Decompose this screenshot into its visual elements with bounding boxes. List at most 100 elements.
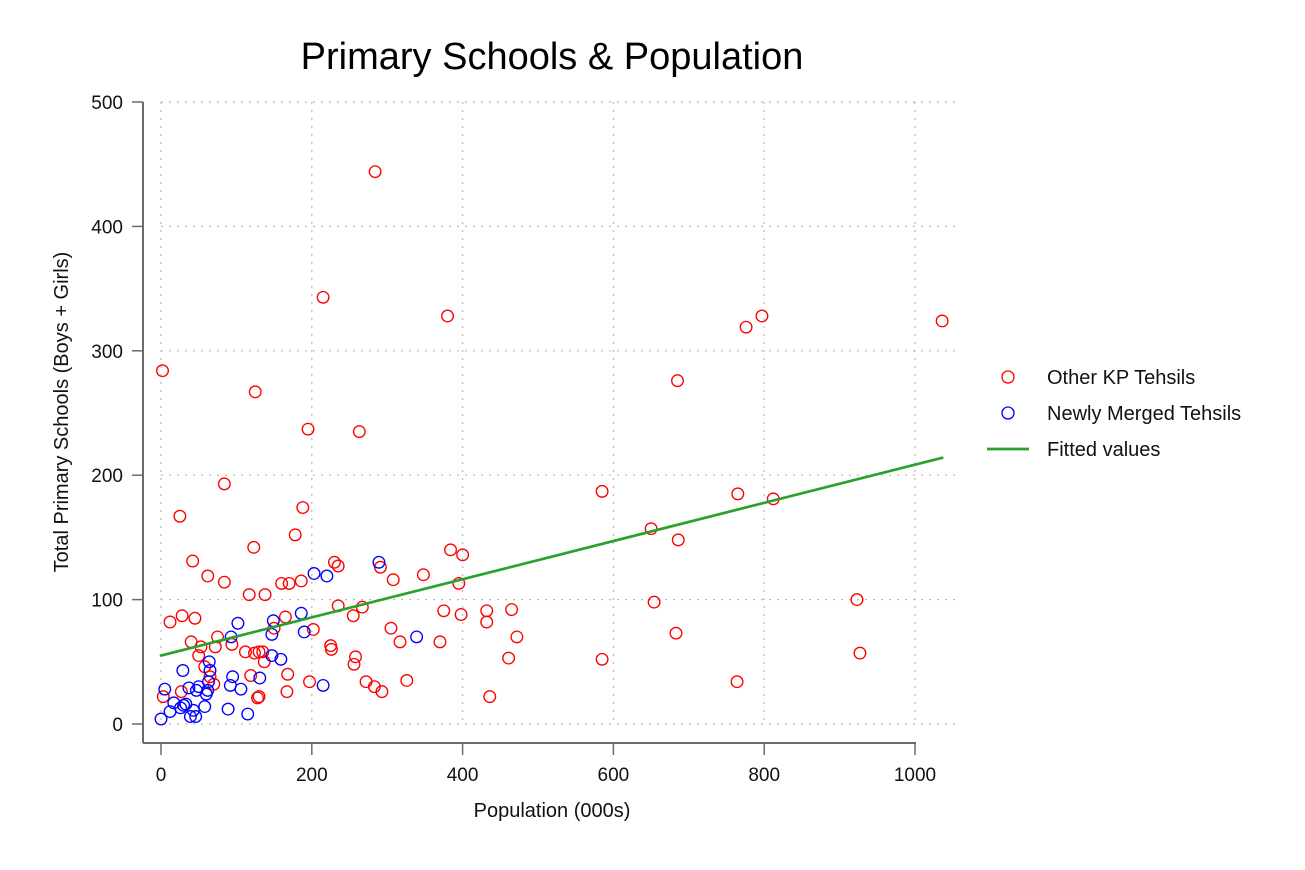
other-kp-tehsil-point [510,630,524,644]
other-kp-tehsil-point [480,604,494,618]
other-kp-tehsil-point [188,611,202,625]
other-kp-tehsil-point [739,320,753,334]
newly-merged-tehsil-point [201,683,215,697]
newly-merged-tehsil-point [158,682,172,696]
plot-layer [154,165,949,726]
chart-title: Primary Schools & Population [301,36,804,78]
other-kp-tehsil-point [375,685,389,699]
other-kp-tehsil-point [349,650,363,664]
newly-merged-tehsil-point [253,671,267,685]
other-kp-tehsil-point [393,635,407,649]
other-kp-tehsil-point [347,657,361,671]
other-kp-tehsil-point [935,314,949,328]
other-kp-tehsil-point [755,309,769,323]
other-kp-tehsil-point [647,595,661,609]
newly-merged-tehsil-point [241,707,255,721]
y-tick-label: 500 [91,93,123,114]
other-kp-tehsil-point [186,554,200,568]
newly-merged-tehsil-point [234,682,248,696]
other-kp-tehsil-point [203,670,217,684]
y-tick-label: 0 [112,715,123,736]
other-kp-tehsil-point [288,528,302,542]
other-kp-tehsil-point [400,673,414,687]
other-kp-tehsil-point [238,645,252,659]
y-tick-label: 100 [91,591,123,612]
other-kp-tehsil-point [480,615,494,629]
other-kp-tehsil-point [483,690,497,704]
x-tick-label: 800 [748,765,780,786]
x-tick-label: 200 [296,765,328,786]
newly-merged-tehsil-point [320,569,334,583]
axes-layer: 0 100 200 300 400 500 0 200 400 600 800 1000 [91,93,936,786]
other-kp-tehsil-point [456,548,470,562]
other-kp-tehsil-point [505,603,519,617]
x-tick-label: 0 [156,765,167,786]
newly-merged-tehsil-point [198,700,212,714]
other-kp-tehsil-point [163,615,177,629]
other-kp-tehsil-point [324,642,338,656]
other-kp-tehsil-point [244,669,258,682]
other-kp-tehsil-point [252,645,266,659]
newly-merged-tehsil-point [307,567,321,580]
legend-label-2: Fitted values [1047,439,1160,461]
newly-merged-tehsil-point [297,625,311,639]
other-kp-tehsil-point [433,635,447,649]
newly-merged-tehsil-point [316,678,330,692]
other-kp-tehsil-point [174,685,188,699]
other-kp-tehsil-point [256,645,270,659]
other-kp-tehsil-point [441,309,454,323]
other-kp-tehsil-point [669,626,683,640]
other-kp-tehsil-point [444,543,458,557]
other-kp-tehsil-point [281,667,295,681]
other-kp-tehsil-point [296,501,310,515]
other-kp-tehsil-point [251,691,264,705]
y-tick-label: 200 [91,466,123,487]
x-tick-label: 400 [447,765,479,786]
other-kp-tehsil-point [416,568,430,582]
newly-merged-tehsil-point [221,702,235,716]
other-kp-tehsil-point [192,649,206,663]
newly-merged-tehsil-point [186,703,200,717]
newly-merged-tehsil-point [274,652,288,666]
other-kp-tehsil-point [252,690,266,704]
other-kp-tehsil-point [384,621,398,635]
other-kp-tehsil-point [331,559,345,573]
other-kp-tehsil-point [217,477,231,491]
other-kp-tehsil-point [373,560,387,574]
other-kp-tehsil-point [731,487,745,501]
other-kp-tehsil-point [437,604,451,618]
other-kp-tehsil-point [173,509,187,523]
other-kp-tehsil-point [352,425,366,439]
newly-merged-tehsil-point [183,710,197,724]
other-kp-tehsil-point [278,610,292,624]
other-kp-tehsil-point [275,576,289,590]
other-kp-tehsil-point [175,609,189,623]
legend-layer: Other KP Tehsils Newly Merged Tehsils Fitt… [987,367,1241,461]
other-kp-tehsil-point [730,675,744,689]
other-kp-tehsil-point [258,588,272,602]
x-axis-label: Population (000s) [474,800,631,822]
other-kp-tehsil-point [301,422,315,436]
other-kp-tehsil-point [217,575,231,589]
newly-merged-tehsil-point [182,681,196,695]
x-tick-label: 600 [598,765,630,786]
other-kp-tehsil-point [359,675,373,689]
other-kp-tehsil-point [201,569,215,583]
other-kp-tehsil-point [211,630,225,644]
other-kp-tehsil-point [454,608,468,622]
newly-merged-tehsil-point [154,712,168,726]
other-kp-tehsil-point [671,374,684,388]
x-tick-label: 1000 [894,765,936,786]
newly-merged-tehsils-legend-marker [1001,406,1015,420]
other-kp-tehsil-point [327,555,341,569]
y-axis-label: Total Primary Schools (Boys + Girls) [51,252,73,573]
other-kp-tehsil-point [368,165,382,179]
other-kp-tehsil-point [316,290,330,304]
other-kp-tehsil-point [306,622,320,636]
other-kp-tehsil-point [280,685,294,699]
other-kp-tehsil-point [247,540,261,554]
other-kp-tehsil-point [282,576,296,590]
y-tick-label: 300 [91,342,123,363]
